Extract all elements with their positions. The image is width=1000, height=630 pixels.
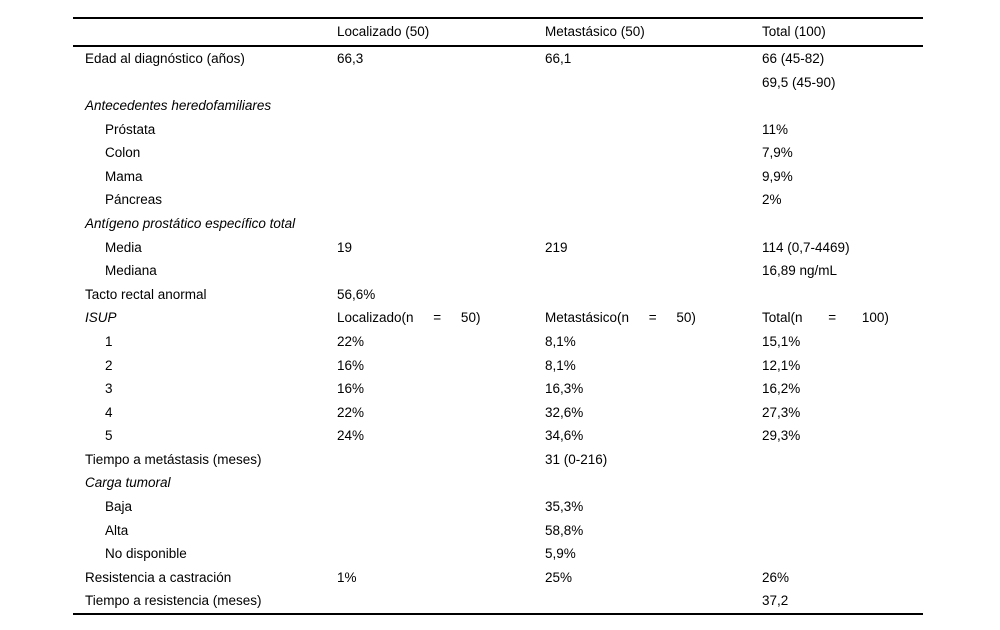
cell-localizado: 16% xyxy=(337,381,365,397)
cell-label: Próstata xyxy=(105,121,156,137)
row-media: Media 19 219 114 (0,7-4469) xyxy=(73,236,923,260)
cell-metastasico: 25% xyxy=(545,569,573,585)
row-mediana: Mediana 16,89 ng/mL xyxy=(73,259,923,283)
cell-localizado: 19 xyxy=(337,239,353,255)
cell-localizado: 22% xyxy=(337,404,365,420)
cell-total: 2% xyxy=(762,192,782,208)
cell-label: Páncreas xyxy=(105,192,163,208)
cell-label: Edad al diagnóstico (años) xyxy=(85,51,245,66)
cell-localizado: 24% xyxy=(337,428,365,444)
cell-total: 16,2% xyxy=(762,381,801,397)
cell-metastasico: 8,1% xyxy=(545,333,576,349)
cell-metastasico: 34,6% xyxy=(545,428,584,444)
cell-label: Mediana xyxy=(105,263,157,279)
cell-label: Tacto rectal anormal xyxy=(85,286,207,302)
row-colon: Colon 7,9% xyxy=(73,141,923,165)
cell-label: No disponible xyxy=(105,546,187,562)
top-rule xyxy=(73,17,923,19)
cell-total: 114 (0,7-4469) xyxy=(762,239,850,255)
header-separator-rule xyxy=(73,45,923,47)
cell-label: ISUP xyxy=(85,310,117,326)
cell-label: Baja xyxy=(105,498,133,514)
cell-label: Media xyxy=(105,239,142,255)
cell-metastasico: 16,3% xyxy=(545,381,584,397)
cell-localizado: Localizado(n = 50) xyxy=(337,310,481,326)
cell-label: Antecedentes heredofamiliares xyxy=(85,98,272,114)
row-isup-4: 4 22% 32,6% 27,3% xyxy=(73,401,923,425)
cell-label: Tiempo a metástasis (meses) xyxy=(85,451,262,467)
cell-label: 3 xyxy=(105,381,113,397)
row-pancreas: Páncreas 2% xyxy=(73,188,923,212)
row-edad-al-diagnostico: Edad al diagnóstico (años) 66,3 66,1 66 … xyxy=(73,47,923,94)
cell-metastasico: 8,1% xyxy=(545,357,576,373)
cell-label: 4 xyxy=(105,404,113,420)
col-header-metastasico: Metastásico (50) xyxy=(545,24,645,39)
cell-metastasico: 32,6% xyxy=(545,404,584,420)
cell-metastasico: 35,3% xyxy=(545,498,584,514)
cell-total: 11% xyxy=(762,121,789,137)
cell-total: 16,89 ng/mL xyxy=(762,263,838,279)
total-line-2: 69,5 (45-90) xyxy=(762,74,836,90)
cell-metastasico: 31 (0-216) xyxy=(545,451,608,467)
cell-metastasico: Metastásico(n = 50) xyxy=(545,310,696,326)
cell-label: Antígeno prostático específico total xyxy=(85,216,296,232)
cell-total: 37,2 xyxy=(762,593,789,609)
cell-label: Alta xyxy=(105,522,129,538)
row-mama: Mama 9,9% xyxy=(73,165,923,189)
cell-total: 9,9% xyxy=(762,168,793,184)
cell-total: 12,1% xyxy=(762,357,801,373)
cell-total: 29,3% xyxy=(762,428,801,444)
cell-metastasico: 5,9% xyxy=(545,546,576,562)
col-header-total: Total (100) xyxy=(762,24,826,39)
total-line-1: 66 (45-82) xyxy=(762,51,825,66)
cell-label: 1 xyxy=(105,333,113,349)
row-tiempo-resistencia: Tiempo a resistencia (meses) 37,2 xyxy=(73,589,923,613)
row-resistencia-castracion: Resistencia a castración 1% 25% 26% xyxy=(73,566,923,590)
table-header-row: Localizado (50) Metastásico (50) Total (… xyxy=(73,19,923,45)
cell-label: Carga tumoral xyxy=(85,475,171,491)
cell-localizado: 56,6% xyxy=(337,286,376,302)
cell-metastasico: 219 xyxy=(545,239,568,255)
row-tiempo-metastasis: Tiempo a metástasis (meses) 31 (0-216) xyxy=(73,448,923,472)
row-carga-tumoral: Carga tumoral xyxy=(73,471,923,495)
row-tacto-rectal: Tacto rectal anormal 56,6% xyxy=(73,283,923,307)
cell-localizado: 22% xyxy=(337,333,365,349)
row-no-disponible: No disponible 5,9% xyxy=(73,542,923,566)
cell-total: 66 (45-82) 69,5 (45-90) xyxy=(762,47,923,94)
cell-label: Tiempo a resistencia (meses) xyxy=(85,593,262,609)
cell-total: 26% xyxy=(762,569,790,585)
cell-label: Resistencia a castración xyxy=(85,569,232,585)
cell-total: Total(n = 100) xyxy=(762,310,889,326)
row-antigeno-prostatico: Antígeno prostático específico total xyxy=(73,212,923,236)
cell-metastasico: 58,8% xyxy=(545,522,584,538)
row-isup-3: 3 16% 16,3% 16,2% xyxy=(73,377,923,401)
row-isup-5: 5 24% 34,6% 29,3% xyxy=(73,424,923,448)
cell-label: 2 xyxy=(105,357,113,373)
cell-label: 5 xyxy=(105,428,113,444)
bottom-rule xyxy=(73,612,923,615)
cell-localizado: 66,3 xyxy=(337,51,364,66)
table-body: Edad al diagnóstico (años) 66,3 66,1 66 … xyxy=(73,47,923,613)
row-isup-1: 1 22% 8,1% 15,1% xyxy=(73,330,923,354)
row-antecedentes-heredofamiliares: Antecedentes heredofamiliares xyxy=(73,94,923,118)
cell-localizado: 16% xyxy=(337,357,365,373)
row-baja: Baja 35,3% xyxy=(73,495,923,519)
cell-label: Colon xyxy=(105,145,141,161)
cell-localizado: 1% xyxy=(337,569,357,585)
row-isup-subheader: ISUP Localizado(n = 50) Metastásico(n = … xyxy=(73,306,923,330)
cell-total: 27,3% xyxy=(762,404,801,420)
col-header-localizado: Localizado (50) xyxy=(337,24,430,39)
row-prostata: Próstata 11% xyxy=(73,118,923,142)
cell-metastasico: 66,1 xyxy=(545,51,572,66)
cell-total: 7,9% xyxy=(762,145,793,161)
cell-label: Mama xyxy=(105,168,143,184)
patient-characteristics-table: Localizado (50) Metastásico (50) Total (… xyxy=(73,17,923,615)
row-isup-2: 2 16% 8,1% 12,1% xyxy=(73,354,923,378)
row-alta: Alta 58,8% xyxy=(73,519,923,543)
cell-total: 15,1% xyxy=(762,333,801,349)
